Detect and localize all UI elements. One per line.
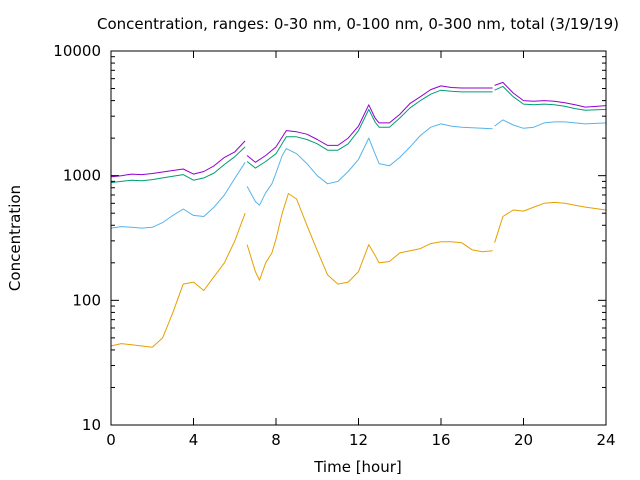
series-line-2 bbox=[110, 162, 246, 229]
chart-title: Concentration, ranges: 0-30 nm, 0-100 nm… bbox=[97, 15, 619, 33]
x-axis-label: Time [hour] bbox=[313, 458, 402, 476]
x-tick-label: 0 bbox=[106, 431, 116, 449]
series-line-4 bbox=[494, 81, 607, 108]
series-line-2 bbox=[246, 123, 493, 206]
plot-series bbox=[110, 81, 607, 348]
series-line-3 bbox=[110, 146, 246, 184]
series-line-1 bbox=[110, 213, 246, 348]
series-line-1 bbox=[494, 201, 607, 243]
plot-frame bbox=[110, 50, 607, 426]
y-tick-label: 1000 bbox=[63, 167, 101, 185]
x-tick-label: 8 bbox=[271, 431, 281, 449]
y-tick-label: 10000 bbox=[53, 42, 101, 60]
y-tick-label: 100 bbox=[72, 291, 101, 309]
series-line-4 bbox=[110, 140, 246, 178]
x-tick-label: 4 bbox=[189, 431, 199, 449]
y-tick-label: 10 bbox=[82, 416, 101, 434]
x-tick-label: 24 bbox=[596, 431, 615, 449]
series-line-1 bbox=[246, 193, 493, 285]
series-line-3 bbox=[494, 85, 607, 111]
y-axis-label: Concentration bbox=[6, 185, 24, 291]
series-line-2 bbox=[494, 119, 607, 129]
y-axis: 10 100 1000 10000 bbox=[53, 42, 606, 434]
series-line-4 bbox=[246, 85, 493, 163]
series-line-3 bbox=[246, 89, 493, 169]
x-tick-label: 12 bbox=[349, 431, 368, 449]
x-axis: 0 4 8 12 16 20 24 bbox=[106, 51, 616, 449]
x-tick-label: 16 bbox=[431, 431, 450, 449]
x-tick-label: 20 bbox=[514, 431, 533, 449]
